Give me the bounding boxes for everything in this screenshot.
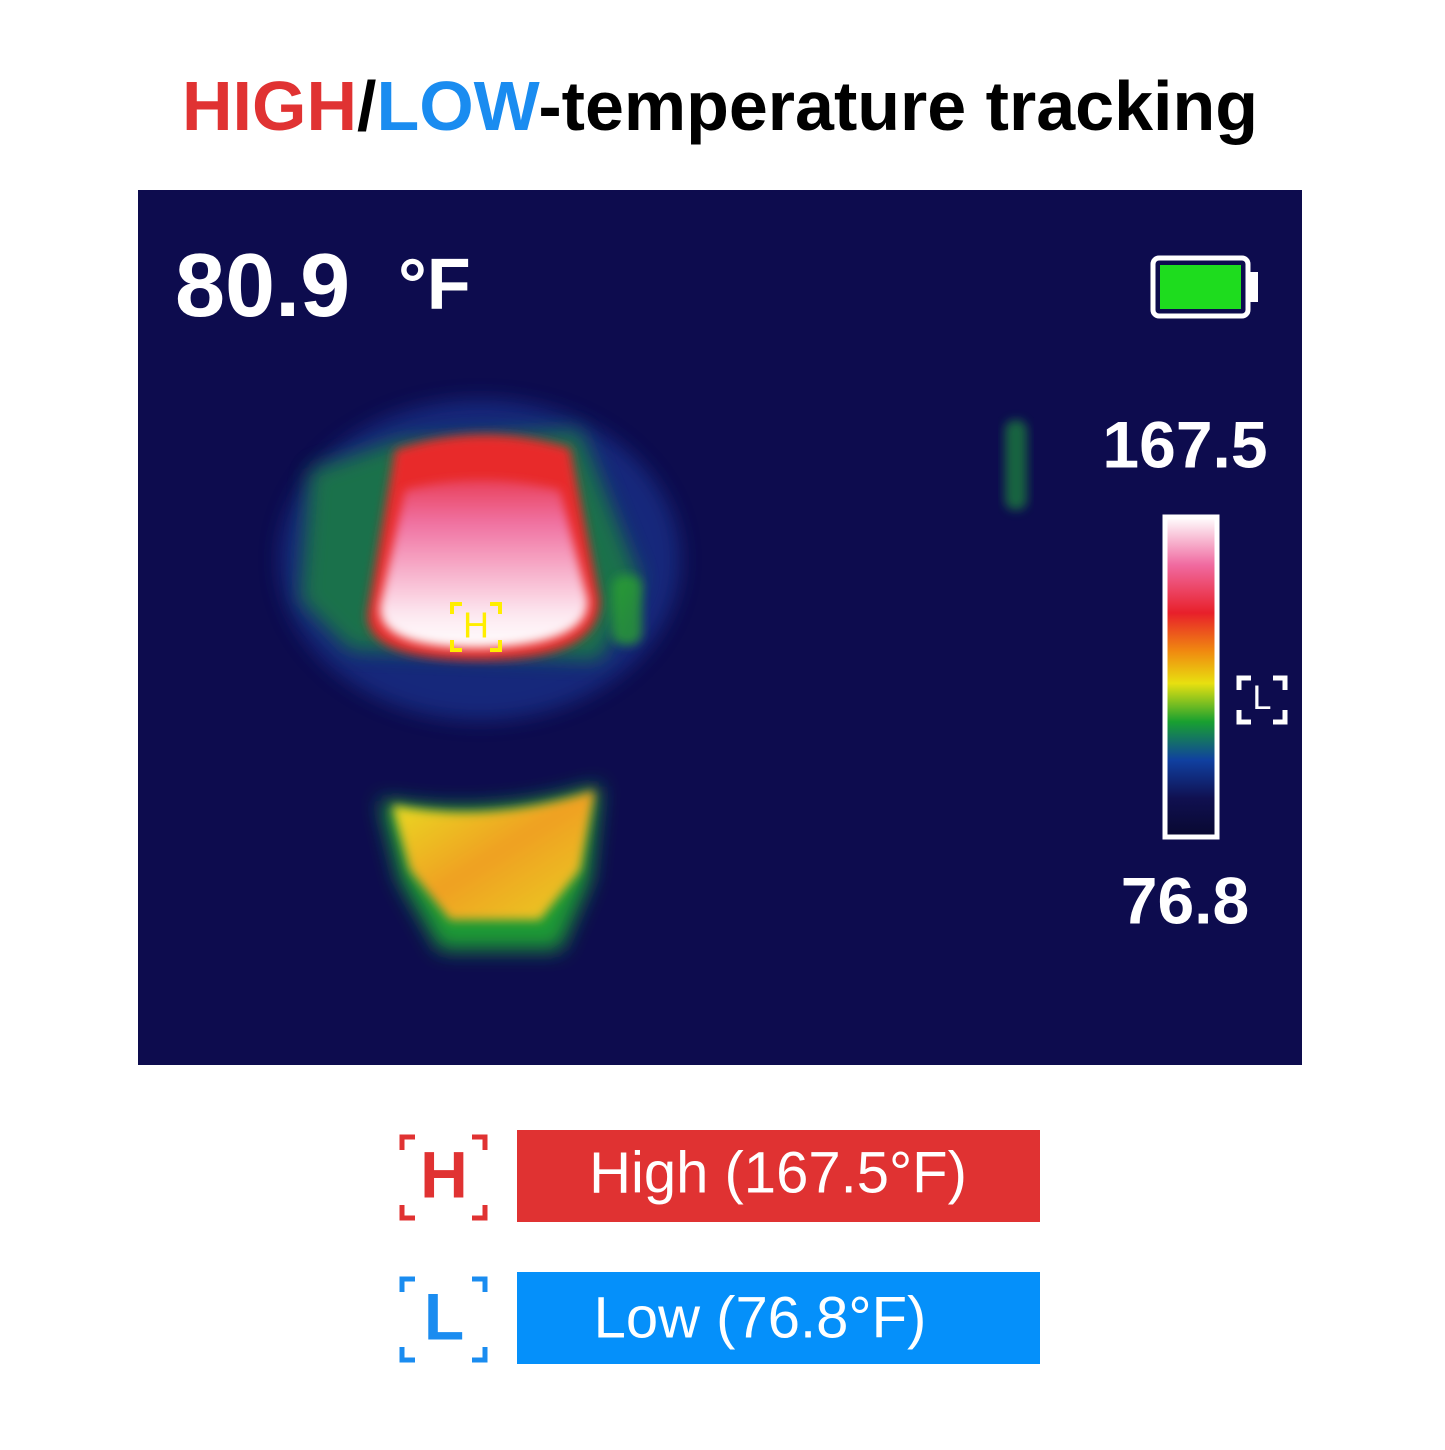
legend-low-label: Low (76.8°F) bbox=[594, 1285, 927, 1350]
title-slash: / bbox=[357, 67, 376, 145]
small-spot bbox=[1005, 420, 1027, 510]
thermal-screen: H 80.9 °F 167.5 76.8 L bbox=[138, 190, 1302, 1065]
high-bracket bbox=[450, 602, 502, 652]
title-rest: -temperature tracking bbox=[538, 67, 1258, 145]
legend-high-box bbox=[517, 1130, 1040, 1222]
hot-core bbox=[379, 480, 589, 648]
legend-low-box bbox=[517, 1272, 1040, 1364]
title-low: LOW bbox=[376, 67, 539, 145]
title-high: HIGH bbox=[182, 67, 357, 145]
legend-low-bracket bbox=[399, 1276, 488, 1363]
color-scale bbox=[1162, 514, 1220, 840]
small-spot bbox=[612, 575, 642, 645]
battery-tip bbox=[1248, 272, 1258, 302]
reading: 80.9 bbox=[175, 236, 350, 336]
scale-max: 167.5 bbox=[1102, 407, 1267, 481]
title: HIGH/LOW-temperature tracking bbox=[182, 67, 1258, 145]
low-bracket bbox=[1236, 675, 1288, 725]
warm-body bbox=[392, 790, 595, 920]
scale-min: 76.8 bbox=[1121, 863, 1249, 937]
legend-high-icon: H bbox=[420, 1137, 468, 1211]
legend-high: H High (167.5°F) bbox=[399, 1130, 1040, 1222]
legend-low-icon: L bbox=[424, 1279, 464, 1353]
battery-level bbox=[1160, 265, 1241, 309]
battery bbox=[1150, 255, 1258, 319]
legend-high-label: High (167.5°F) bbox=[589, 1140, 967, 1205]
reading-unit: °F bbox=[398, 245, 471, 325]
legend-low: L Low (76.8°F) bbox=[399, 1272, 1040, 1364]
high-marker: H bbox=[463, 605, 489, 646]
low-marker: L bbox=[1253, 679, 1272, 717]
legend-high-bracket bbox=[399, 1134, 488, 1221]
